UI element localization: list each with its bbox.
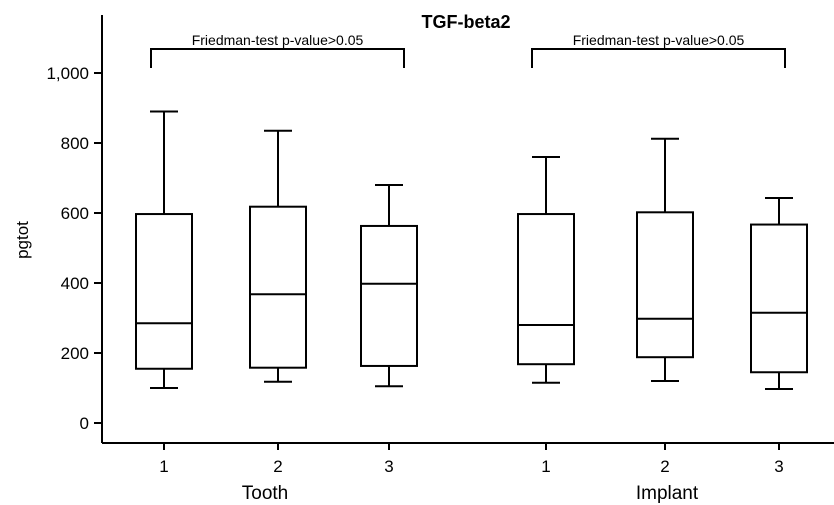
x-tick-label: 1: [541, 457, 550, 476]
box-tooth-3: 3: [360, 184, 418, 476]
box-group-tooth: Friedman-test p-value>0.05 1 2 3 Tooth: [135, 32, 418, 504]
iqr-box: [360, 224, 418, 367]
box-tooth-2: 2: [249, 129, 307, 476]
x-tick-label: 2: [660, 457, 669, 476]
x-tick-label: 1: [159, 457, 168, 476]
box-implant-1: 1: [517, 156, 575, 476]
significance-annotation: Friedman-test p-value>0.05: [573, 32, 745, 48]
box-group-implant: Friedman-test p-value>0.05 1 2 3 Implant: [517, 32, 808, 504]
box-groups: Friedman-test p-value>0.051 2 3ToothFriedm…: [135, 32, 808, 504]
iqr-box: [135, 213, 193, 370]
y-tick-label: 200: [61, 344, 89, 363]
significance-bracket: [531, 48, 786, 68]
box-implant-3: 3: [750, 196, 808, 476]
box-implant-2: 2: [636, 137, 694, 476]
group-label: Tooth: [242, 483, 288, 504]
box-tooth-1: 1: [135, 110, 193, 476]
iqr-box: [636, 211, 694, 359]
y-tick-label: 0: [80, 414, 89, 433]
chart-title: TGF-beta2: [421, 12, 510, 32]
y-tick-label: 800: [61, 134, 89, 153]
iqr-box: [750, 223, 808, 374]
y-tick-label: 1,000: [46, 64, 89, 83]
y-tick-label: 600: [61, 204, 89, 223]
iqr-box: [517, 213, 575, 366]
x-tick-label: 3: [384, 457, 393, 476]
y-tick-label: 400: [61, 274, 89, 293]
iqr-box: [249, 205, 307, 369]
y-ticks: 0 200 400 600 800 1,000: [46, 64, 102, 433]
y-axis-title: pgtot: [13, 221, 32, 259]
significance-bracket: [150, 48, 405, 68]
x-tick-label: 2: [273, 457, 282, 476]
significance-annotation: Friedman-test p-value>0.05: [192, 32, 364, 48]
group-label: Implant: [636, 483, 699, 504]
x-tick-label: 3: [774, 457, 783, 476]
